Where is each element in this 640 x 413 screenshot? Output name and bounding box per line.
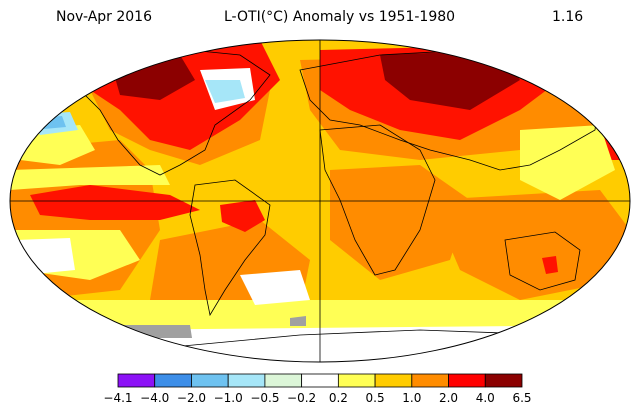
legend-tick-label: −4.0 <box>140 391 170 405</box>
zone-africa-orange <box>330 165 470 280</box>
anomaly-field <box>10 40 630 362</box>
legend-tick-label: −2.0 <box>176 391 207 405</box>
legend-tick-label: 0.5 <box>365 391 385 405</box>
legend-tick-label: 0.2 <box>328 391 348 405</box>
legend-tick-label: −4.1 <box>103 391 133 405</box>
zone-amazon-red <box>220 200 265 232</box>
zone-australia-red <box>542 256 558 274</box>
legend-swatch-7 <box>374 373 413 388</box>
legend-tick-label: 2.0 <box>438 391 459 405</box>
coastline-africa <box>319 124 436 276</box>
legend-swatch-10 <box>484 373 523 388</box>
zone-south-atlantic-white <box>240 270 310 305</box>
legend-swatch-6 <box>337 373 376 388</box>
global-mean-value: 1.16 <box>552 9 584 25</box>
coastline-south-america <box>189 179 271 317</box>
legend-tick-label: −0.2 <box>287 391 317 405</box>
legend-swatch-5 <box>301 373 339 388</box>
legend-swatch-9 <box>448 373 486 388</box>
coastline-australia <box>504 231 581 291</box>
period-label: Nov-Apr 2016 <box>56 9 152 25</box>
legend-tick-label: 1.0 <box>402 391 422 405</box>
zone-equator-yellow <box>10 165 170 190</box>
legend-tick-label: 6.5 <box>512 391 532 405</box>
legend-tick-label: 4.0 <box>475 391 495 405</box>
zone-east-asia-yellow <box>520 125 615 200</box>
zone-no-data-gray-2 <box>290 316 306 326</box>
legend-swatch-2 <box>191 373 229 388</box>
zone-pacific-red <box>30 185 200 220</box>
legend-swatch-0 <box>117 373 156 388</box>
zone-pacific-yellow <box>20 125 95 165</box>
legend-swatch-1 <box>154 373 192 388</box>
map-title: L-OTI(°C) Anomaly vs 1951-1980 <box>224 9 456 25</box>
legend-swatch-4 <box>264 373 303 388</box>
legend-tick-label: −0.5 <box>250 391 280 405</box>
legend-swatch-3 <box>227 373 266 388</box>
zone-greenland-lightblue <box>205 80 245 103</box>
zone-indian-ocean-orange <box>430 190 630 300</box>
coastline-north-america <box>69 49 271 176</box>
legend-swatch-8 <box>411 373 449 388</box>
legend-tick-label: −1.0 <box>213 391 243 405</box>
